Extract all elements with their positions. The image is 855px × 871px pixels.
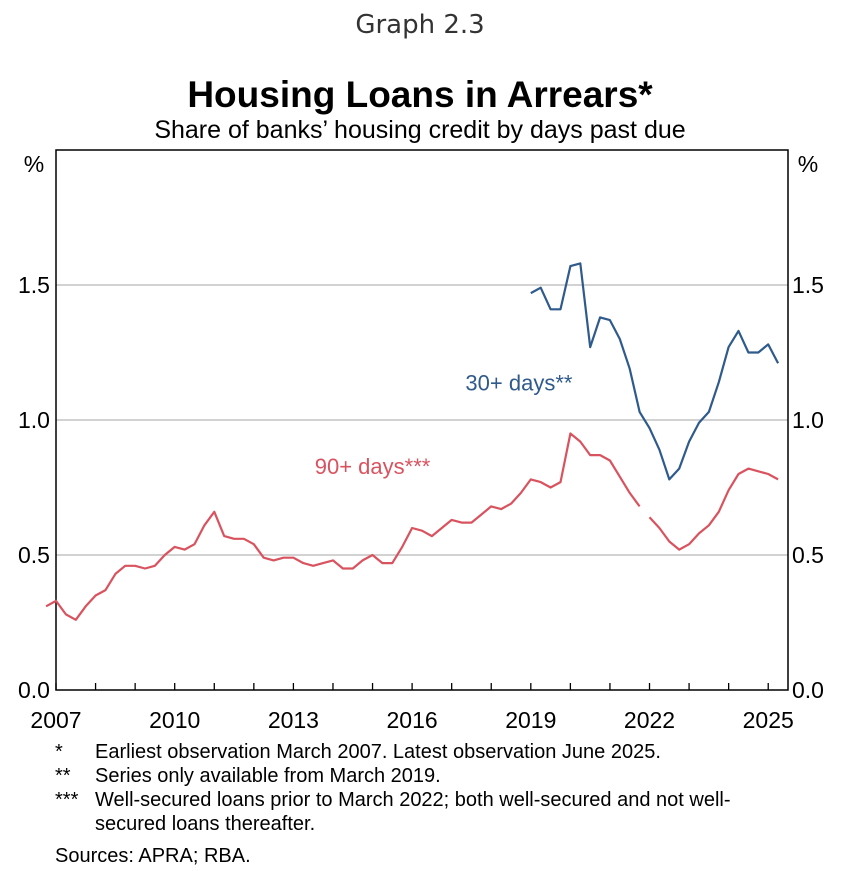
- footnote-2: ** Series only available from March 2019…: [55, 764, 785, 788]
- series-line-2: [530, 262, 780, 481]
- chart-subtitle: Share of banks’ housing credit by days p…: [154, 116, 686, 144]
- y-tick-label-right: 0.5: [792, 542, 824, 568]
- footnote-text: Earliest observation March 2007. Latest …: [95, 741, 661, 763]
- footnote-mark: **: [55, 765, 71, 787]
- axis-ticks: 0.0 0.0 0.5 0.5 1.0 1.0 1.5 1.5 2007 2010 2013 2016…: [18, 272, 824, 733]
- y-tick-label-right: 1.0: [792, 407, 824, 433]
- y-unit-left: %: [24, 151, 44, 177]
- y-unit-right: %: [798, 151, 818, 177]
- plot-frame: [55, 149, 789, 691]
- grid-lines: [56, 284, 788, 556]
- line-chart: 0.0 0.0 0.5 0.5 1.0 1.0 1.5 1.5 2007 2010 2013 2016…: [18, 149, 824, 733]
- y-tick-label-right: 1.5: [792, 272, 824, 298]
- footnote-mark: ***: [55, 789, 79, 811]
- y-tick-label-right: 0.0: [792, 677, 824, 703]
- footnote-text: Series only available from March 2019.: [95, 765, 441, 787]
- x-tick-label: 2016: [387, 707, 438, 733]
- series-lines: 90+ days*** 30+ days**: [45, 262, 780, 621]
- sources-note: Sources: APRA; RBA.: [55, 845, 251, 867]
- series-label-1: 90+ days***: [315, 454, 431, 479]
- axis-labels: % %: [24, 151, 818, 177]
- x-tick-label: 2010: [149, 707, 200, 733]
- x-tick-label: 2019: [505, 707, 556, 733]
- chart-title: Housing Loans in Arrears*: [187, 74, 653, 115]
- graph-number: Graph 2.3: [355, 10, 485, 40]
- series-label-2: 30+ days**: [465, 370, 572, 395]
- series-line-1: [45, 432, 779, 621]
- footnote-mark: *: [55, 741, 63, 763]
- x-tick-label: 2013: [268, 707, 319, 733]
- y-tick-label-left: 0.0: [18, 677, 50, 703]
- x-tick-label: 2022: [624, 707, 675, 733]
- footnote-3: *** Well-secured loans prior to March 20…: [55, 788, 785, 836]
- footnote-text: Well-secured loans prior to March 2022; …: [95, 789, 731, 835]
- x-tick-label: 2025: [743, 707, 794, 733]
- footnotes: * Earliest observation March 2007. Lates…: [55, 740, 785, 868]
- y-tick-label-left: 1.5: [18, 272, 50, 298]
- y-tick-label-left: 1.0: [18, 407, 50, 433]
- x-tick-label: 2007: [30, 707, 81, 733]
- y-tick-label-left: 0.5: [18, 542, 50, 568]
- footnote-1: * Earliest observation March 2007. Lates…: [55, 740, 785, 764]
